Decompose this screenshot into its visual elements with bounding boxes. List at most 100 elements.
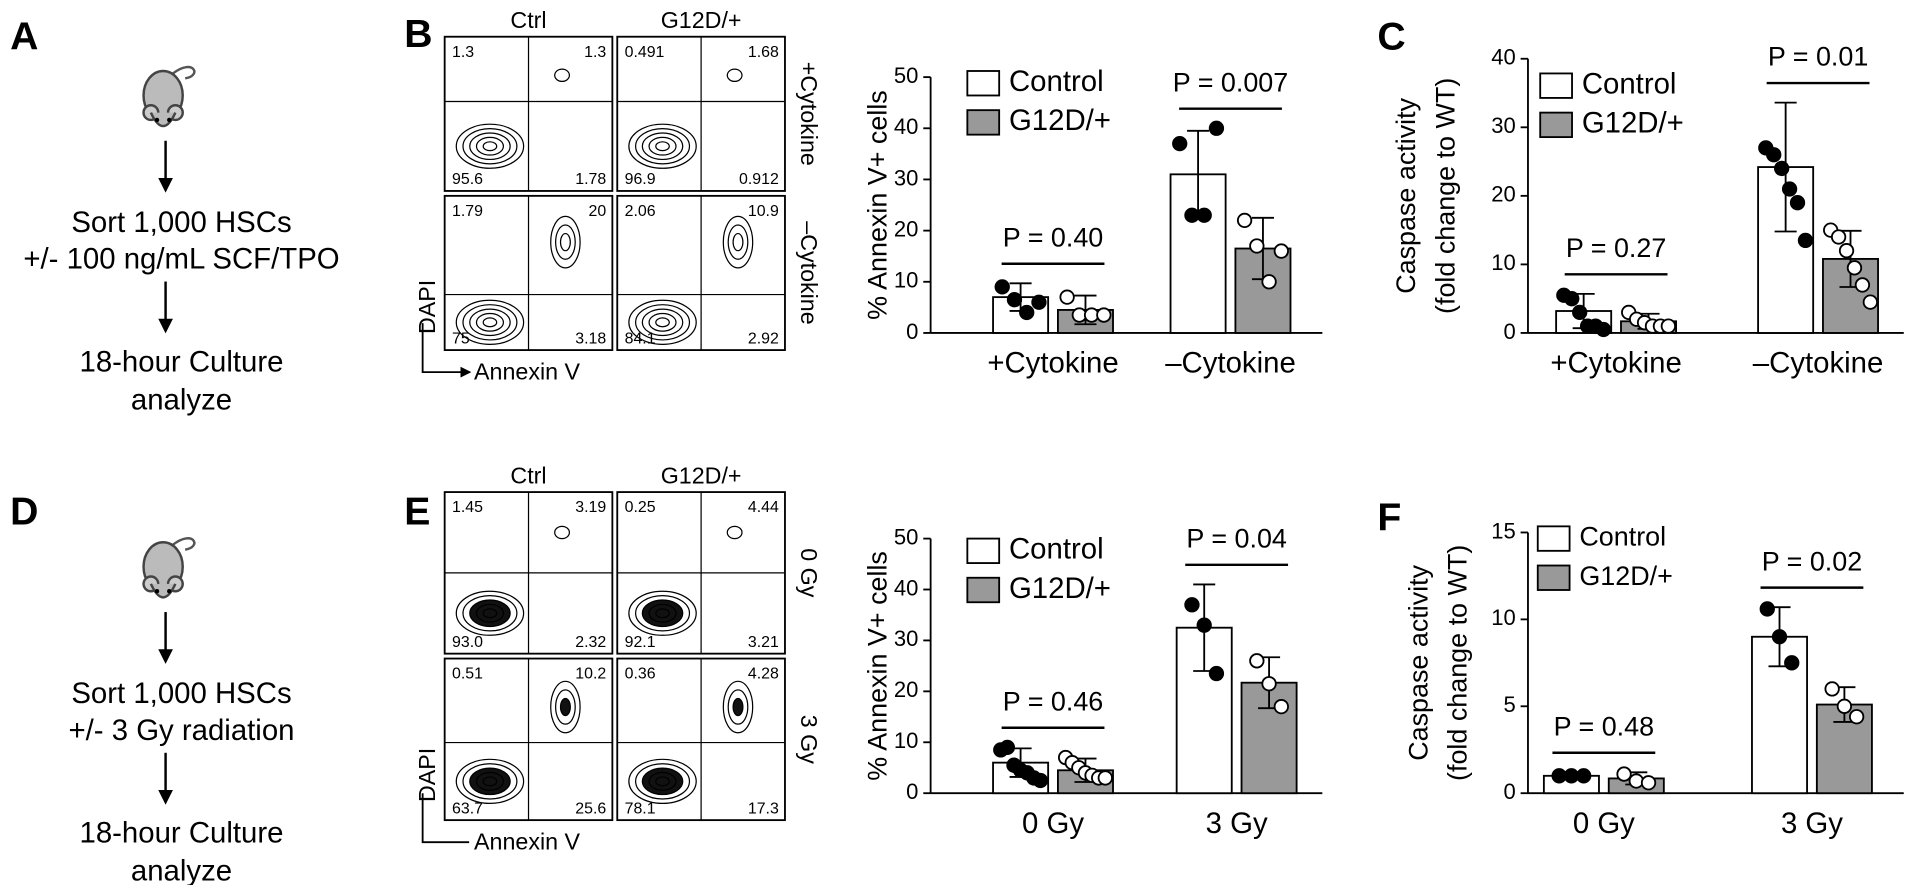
contour	[554, 68, 571, 83]
protocol-step: analyze	[131, 855, 232, 885]
panel-label: C	[1377, 16, 1405, 59]
p-value: P = 0.27	[1566, 233, 1667, 263]
x-tick-label: 3 Gy	[1781, 807, 1843, 840]
y-axis-label: % Annexin V+ cells	[862, 90, 892, 320]
data-point	[1273, 698, 1289, 715]
contour	[641, 132, 684, 161]
quadrant-value: 1.45	[452, 499, 483, 516]
contour	[482, 608, 498, 619]
quadrant-value: 2.32	[575, 634, 606, 651]
legend-swatch	[966, 70, 1001, 97]
p-value: P = 0.40	[1003, 222, 1104, 252]
contour	[726, 68, 743, 83]
contour	[455, 299, 525, 345]
row-label: –Cytokine	[796, 221, 822, 324]
data-point	[1261, 274, 1277, 290]
quadrant-value: 0.36	[625, 666, 656, 683]
quadrant-value: 10.9	[748, 203, 779, 220]
data-point	[1576, 768, 1592, 784]
legend-label: Control	[1579, 522, 1666, 552]
legend-swatch	[1536, 525, 1571, 552]
contour	[462, 763, 518, 800]
data-point	[1836, 698, 1853, 714]
contour	[555, 224, 576, 260]
contour	[655, 608, 670, 619]
data-point	[1781, 181, 1798, 197]
contour	[455, 590, 525, 636]
quadrant-value: 1.68	[748, 44, 779, 61]
y-tick-label: 40	[894, 575, 919, 600]
panel-label: F	[1377, 497, 1401, 540]
x-tick-label: +Cytokine	[1550, 347, 1681, 380]
contour	[628, 299, 697, 345]
x-axis-label: Annexin V	[474, 829, 580, 855]
x-tick-label: 3 Gy	[1206, 807, 1268, 840]
contour	[462, 127, 518, 165]
contour	[559, 232, 571, 252]
contour	[726, 525, 743, 540]
contour	[475, 136, 505, 156]
quadrant-value: 92.1	[625, 634, 656, 651]
column-header: G12D/+	[661, 463, 742, 489]
p-value: P = 0.01	[1768, 42, 1869, 72]
contour	[634, 595, 691, 632]
data-point	[1031, 294, 1047, 310]
data-point	[1249, 238, 1265, 254]
y-tick-label: 30	[894, 165, 919, 190]
data-point	[1862, 294, 1878, 310]
data-point	[1059, 289, 1075, 305]
y-tick-label: 50	[894, 63, 919, 88]
quadrant-value: 1.3	[452, 44, 474, 61]
x-axis-label: Annexin V	[474, 358, 580, 384]
contour	[482, 141, 498, 152]
data-point	[1797, 232, 1814, 249]
p-value: P = 0.48	[1554, 711, 1655, 741]
legend-label: G12D/+	[1009, 572, 1111, 605]
quadrant-value: 0.25	[625, 499, 656, 516]
contour	[648, 312, 677, 332]
protocol-step: analyze	[131, 383, 232, 416]
protocol-step: 18-hour Culture	[79, 817, 283, 850]
y-axis-label: (fold change to WT)	[1443, 545, 1473, 781]
contour	[628, 590, 697, 636]
panel-label: A	[10, 16, 38, 59]
panel-label: B	[404, 13, 432, 56]
contour	[455, 758, 525, 804]
y-tick-label: 10	[1491, 250, 1516, 275]
data-point	[1774, 160, 1790, 177]
legend-label: Control	[1009, 533, 1104, 566]
data-point	[1784, 655, 1800, 671]
row-label: 3 Gy	[796, 715, 822, 764]
data-point	[1208, 120, 1225, 136]
contour	[555, 689, 576, 725]
legend-label: Control	[1582, 67, 1677, 100]
contour	[732, 232, 744, 252]
quadrant-value: 3.19	[575, 499, 606, 516]
data-point	[1789, 195, 1806, 211]
data-point	[1660, 318, 1677, 334]
data-point	[1846, 260, 1863, 276]
quadrant-value: 2.06	[625, 203, 656, 220]
axis-indicator	[421, 793, 470, 844]
y-tick-label: 40	[1491, 45, 1516, 70]
x-tick-label: 0 Gy	[1573, 807, 1635, 840]
legend-swatch	[966, 537, 1001, 564]
data-point	[1006, 292, 1023, 308]
quadrant-value: 1.3	[584, 44, 606, 61]
contour	[732, 697, 744, 717]
protocol-step: Sort 1,000 HSCs	[71, 677, 291, 710]
data-point	[1759, 601, 1775, 617]
data-point	[1848, 709, 1865, 725]
y-tick-label: 30	[894, 626, 919, 651]
contour	[550, 215, 581, 269]
quadrant-value: 0.51	[452, 666, 483, 683]
legend-label: G12D/+	[1579, 561, 1672, 591]
data-point	[1838, 243, 1855, 259]
data-point	[994, 279, 1010, 295]
contour	[641, 308, 684, 337]
quadrant-value: 17.3	[748, 800, 779, 817]
quadrant-value: 0.491	[625, 44, 665, 61]
column-header: Ctrl	[510, 463, 546, 489]
y-tick-label: 0	[906, 319, 918, 344]
